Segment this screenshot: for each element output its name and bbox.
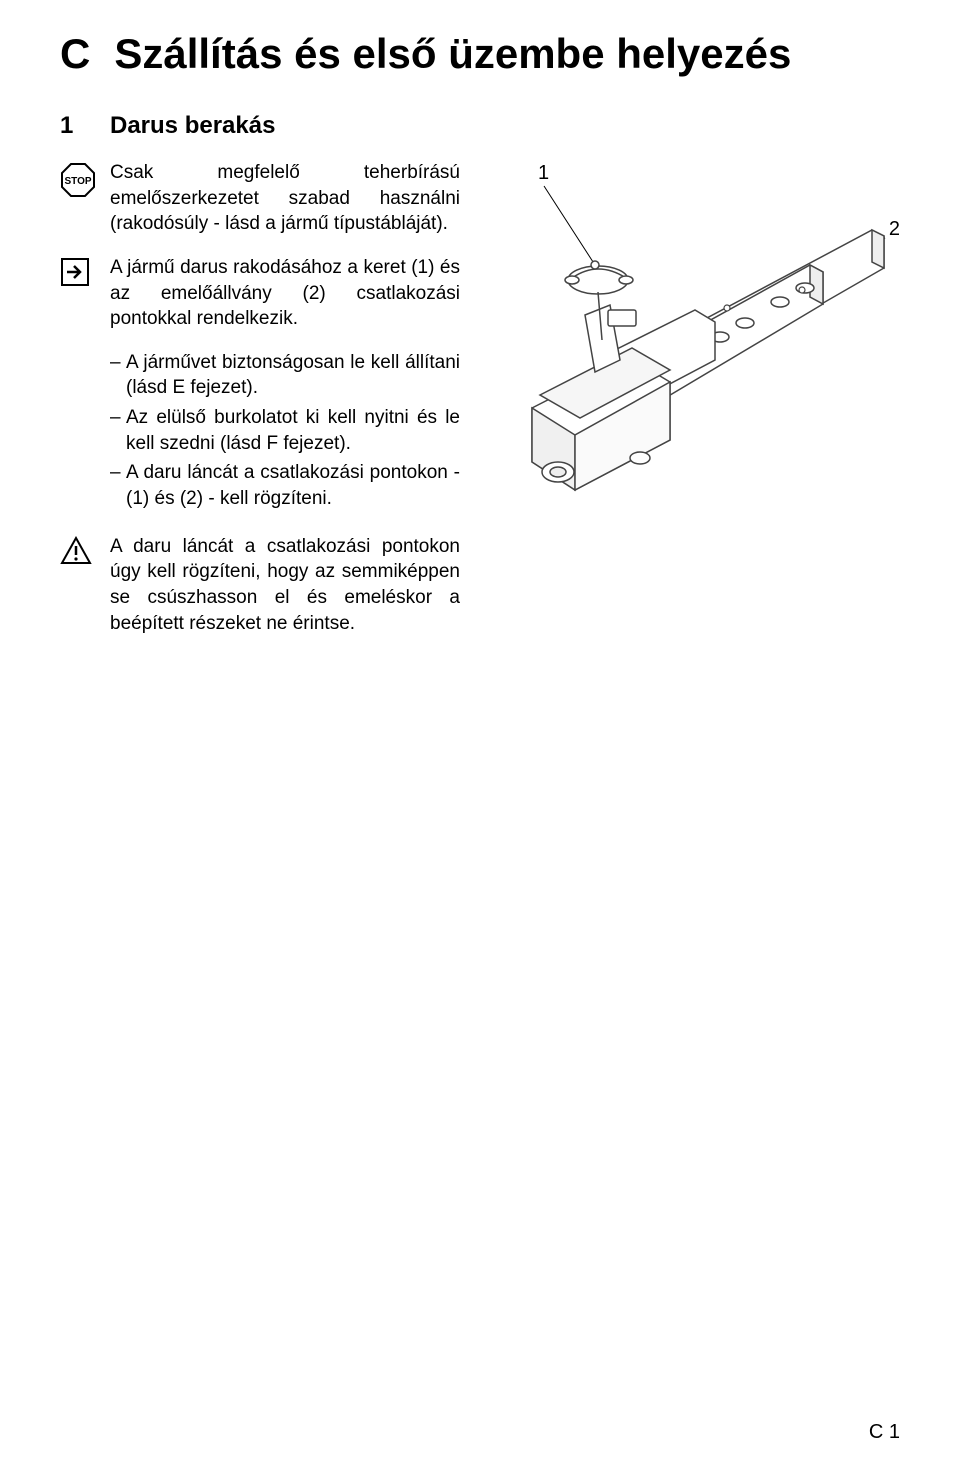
content-row: STOP Csak megfelelő teherbírású emelősze… [60, 160, 900, 654]
stop-block: STOP Csak megfelelő teherbírású emelősze… [60, 160, 460, 237]
bullet-list: – A járművet biztonságosan le kell állít… [110, 350, 460, 512]
stop-icon-slot: STOP [60, 160, 110, 203]
list-item: – Az elülső burkolatot ki kell nyitni és… [110, 405, 460, 456]
bullet-text: A daru láncát a csatlakozási pontokon - … [126, 460, 460, 511]
figure-callout-1: 1 [538, 162, 549, 185]
figure-column: 1 2 [460, 160, 900, 520]
stop-icon: STOP [60, 162, 96, 203]
warn-icon-slot [60, 534, 110, 571]
pallet-truck-figure: 1 2 [480, 160, 900, 520]
bullets-body: – A járművet biztonságosan le kell állít… [110, 350, 460, 516]
bullet-text: Az elülső burkolatot ki kell nyitni és l… [126, 405, 460, 456]
text-column: STOP Csak megfelelő teherbírású emelősze… [60, 160, 460, 654]
stop-paragraph: Csak megfelelő teherbírású emelőszerkeze… [110, 160, 460, 237]
warn-paragraph: A daru láncát a csatlakozási pontokon úg… [110, 534, 460, 637]
bullet-text: A járművet biztonságosan le kell állítan… [126, 350, 460, 401]
section-number: 1 [60, 112, 110, 140]
chapter-title-row: C Szállítás és első üzembe helyezés [60, 30, 900, 78]
chapter-letter: C [60, 30, 90, 78]
bullet-dash-icon: – [110, 405, 126, 431]
bullet-dash-icon: – [110, 350, 126, 376]
bullets-icon-slot [60, 350, 110, 352]
warning-icon [60, 536, 92, 571]
arrow-icon-slot [60, 255, 110, 292]
arrow-right-icon [60, 257, 90, 292]
svg-text:STOP: STOP [64, 176, 91, 187]
arrow-block: A jármű darus rakodásához a keret (1) és… [60, 255, 460, 332]
arrow-paragraph: A jármű darus rakodásához a keret (1) és… [110, 255, 460, 332]
figure-callout-2: 2 [889, 218, 900, 241]
warn-block: A daru láncát a csatlakozási pontokon úg… [60, 534, 460, 637]
page: C Szállítás és első üzembe helyezés 1 Da… [0, 0, 960, 1474]
bullet-dash-icon: – [110, 460, 126, 486]
section-heading: Darus berakás [110, 112, 275, 140]
list-item: – A daru láncát a csatlakozási pontokon … [110, 460, 460, 511]
bullets-block: – A járművet biztonságosan le kell állít… [60, 350, 460, 516]
list-item: – A járművet biztonságosan le kell állít… [110, 350, 460, 401]
footer-page-number: C 1 [869, 1421, 900, 1444]
section-heading-row: 1 Darus berakás [60, 112, 900, 140]
chapter-title: Szállítás és első üzembe helyezés [114, 30, 791, 78]
pallet-truck-svg [480, 160, 900, 520]
